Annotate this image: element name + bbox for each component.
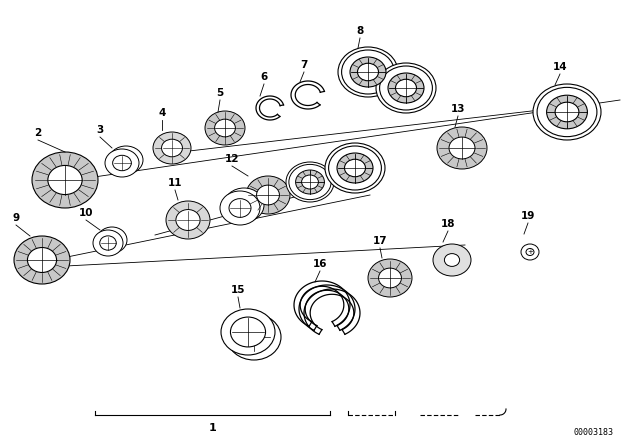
Ellipse shape [555, 102, 579, 122]
Ellipse shape [48, 165, 82, 194]
Ellipse shape [14, 236, 70, 284]
Ellipse shape [533, 84, 601, 140]
Ellipse shape [229, 198, 251, 217]
Ellipse shape [230, 317, 266, 347]
Ellipse shape [221, 309, 275, 355]
Ellipse shape [176, 210, 200, 230]
Text: 10: 10 [79, 208, 93, 218]
Text: 17: 17 [372, 236, 387, 246]
Ellipse shape [547, 95, 588, 129]
Text: 15: 15 [231, 285, 245, 295]
Ellipse shape [153, 132, 191, 164]
Text: 5: 5 [216, 88, 223, 98]
Ellipse shape [342, 50, 394, 94]
Ellipse shape [257, 185, 280, 205]
Ellipse shape [289, 164, 331, 200]
Ellipse shape [325, 143, 385, 193]
Ellipse shape [166, 201, 210, 239]
Text: +: + [527, 249, 533, 255]
Text: 18: 18 [441, 219, 455, 229]
Ellipse shape [444, 254, 460, 267]
Ellipse shape [109, 146, 143, 174]
Ellipse shape [537, 87, 597, 137]
Ellipse shape [350, 57, 386, 87]
Ellipse shape [205, 111, 245, 145]
Bar [161, 141, 184, 155]
Text: 4: 4 [158, 108, 166, 118]
Text: 2: 2 [35, 128, 42, 138]
Text: 12: 12 [225, 154, 239, 164]
Ellipse shape [433, 244, 471, 276]
Text: 7: 7 [300, 60, 308, 70]
Text: 11: 11 [168, 178, 182, 188]
Text: 6: 6 [260, 72, 268, 82]
Text: 3: 3 [97, 125, 104, 135]
Ellipse shape [338, 47, 398, 97]
Ellipse shape [116, 152, 135, 168]
Text: 13: 13 [451, 104, 465, 114]
Ellipse shape [93, 230, 123, 256]
Ellipse shape [368, 259, 412, 297]
Ellipse shape [379, 268, 401, 288]
Ellipse shape [344, 159, 365, 177]
Ellipse shape [521, 244, 539, 260]
Ellipse shape [286, 162, 334, 202]
Text: 9: 9 [12, 213, 20, 223]
Text: 1: 1 [209, 423, 216, 433]
Ellipse shape [396, 79, 417, 97]
Ellipse shape [224, 188, 264, 222]
Ellipse shape [104, 233, 120, 247]
Ellipse shape [113, 155, 131, 171]
Ellipse shape [97, 227, 127, 253]
Text: 14: 14 [553, 62, 567, 72]
Ellipse shape [328, 146, 381, 190]
Ellipse shape [28, 247, 56, 272]
Bar [175, 211, 201, 228]
Ellipse shape [100, 236, 116, 250]
Ellipse shape [358, 63, 378, 81]
Ellipse shape [220, 191, 260, 225]
Text: 16: 16 [313, 259, 327, 269]
Ellipse shape [437, 127, 487, 169]
Ellipse shape [449, 137, 475, 159]
Ellipse shape [526, 249, 534, 255]
Ellipse shape [233, 196, 255, 214]
Text: 19: 19 [521, 211, 535, 221]
Text: 8: 8 [356, 26, 364, 36]
Ellipse shape [388, 73, 424, 103]
Ellipse shape [236, 322, 271, 352]
Ellipse shape [214, 119, 236, 137]
Ellipse shape [376, 63, 436, 113]
Ellipse shape [246, 176, 290, 214]
Ellipse shape [32, 152, 98, 208]
Ellipse shape [296, 170, 324, 194]
Text: 00003183: 00003183 [573, 427, 613, 436]
Ellipse shape [301, 175, 319, 189]
Ellipse shape [161, 139, 182, 157]
Ellipse shape [227, 314, 281, 360]
Ellipse shape [380, 66, 433, 110]
Ellipse shape [337, 153, 373, 183]
Ellipse shape [105, 149, 139, 177]
